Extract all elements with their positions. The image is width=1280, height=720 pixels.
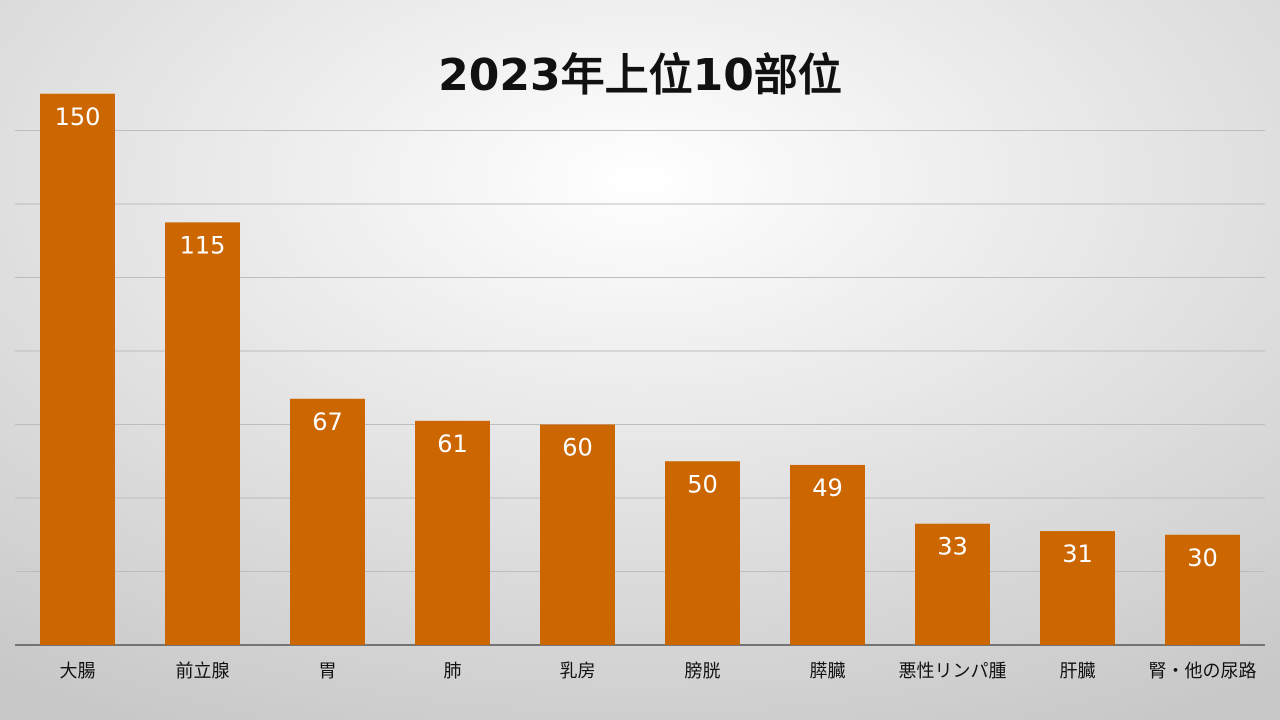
bar: [165, 222, 240, 645]
x-tick-label: 前立腺: [176, 661, 230, 682]
x-tick-label: 膵臓: [810, 661, 846, 682]
data-label: 60: [562, 434, 593, 462]
x-tick-label: 肝臓: [1060, 661, 1096, 682]
data-label: 49: [812, 474, 843, 502]
data-label: 61: [437, 430, 468, 458]
data-label: 115: [180, 231, 226, 259]
x-tick-label: 肺: [444, 661, 462, 682]
data-label: 50: [687, 470, 718, 498]
data-label: 33: [937, 533, 968, 561]
bar: [1165, 534, 1240, 645]
x-tick-label: 乳房: [560, 661, 596, 682]
bar: [40, 93, 115, 645]
data-label: 30: [1187, 544, 1218, 572]
x-tick-label: 腎・他の尿路: [1149, 661, 1257, 682]
chart-title: 2023年上位10部位: [438, 50, 842, 101]
bar: [665, 461, 740, 645]
x-tick-label: 膀胱: [685, 661, 721, 682]
bar: [540, 424, 615, 645]
data-label: 67: [312, 408, 343, 436]
x-tick-label: 大腸: [60, 661, 96, 682]
data-label: 150: [55, 103, 101, 131]
data-label: 31: [1062, 540, 1093, 568]
bar: [790, 464, 865, 645]
bar: [1040, 531, 1115, 645]
bar: [415, 420, 490, 645]
bar: [915, 523, 990, 645]
x-tick-label: 胃: [319, 661, 337, 682]
bar: [290, 398, 365, 645]
x-tick-label: 悪性リンパ腫: [899, 661, 1007, 682]
